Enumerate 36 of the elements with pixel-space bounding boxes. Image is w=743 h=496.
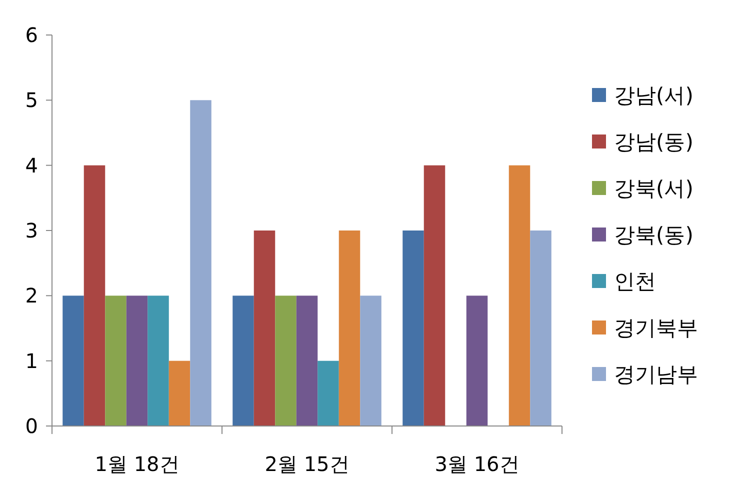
y-tick-label: 6: [25, 23, 38, 47]
x-tick-label: 1월 18건: [94, 452, 180, 476]
legend-label: 경기남부: [614, 362, 698, 386]
bar: [190, 100, 212, 426]
y-tick-label: 0: [25, 414, 38, 438]
legend-label: 강남(동): [614, 130, 694, 154]
bar: [105, 296, 126, 426]
bar: [360, 296, 382, 426]
bar: [530, 230, 552, 426]
bar: [424, 165, 446, 426]
bar: [275, 296, 296, 426]
bar: [338, 230, 360, 426]
bar: [254, 230, 276, 426]
y-tick-label: 4: [25, 153, 38, 178]
bar: [296, 296, 318, 426]
bar: [466, 296, 488, 426]
bar: [62, 296, 84, 426]
y-tick-label: 5: [25, 88, 38, 112]
legend-label: 강북(서): [614, 176, 694, 200]
y-tick-label: 2: [25, 284, 38, 308]
bar: [402, 230, 424, 426]
y-tick-label: 3: [25, 218, 38, 242]
legend-label: 강북(동): [614, 222, 694, 247]
bar: [148, 296, 169, 426]
bar: [84, 165, 106, 426]
legend-label: 인천: [614, 269, 656, 294]
bar: [232, 296, 254, 426]
legend-label: 경기북부: [614, 316, 698, 340]
x-tick-label: 2월 15건: [264, 452, 350, 476]
bar: [126, 296, 148, 426]
legend-label: 강남(서): [614, 83, 694, 108]
bar: [168, 360, 190, 426]
x-tick-label: 3월 16건: [434, 452, 520, 476]
bar: [318, 360, 339, 426]
y-tick-label: 1: [25, 348, 38, 373]
bar: [508, 165, 530, 426]
